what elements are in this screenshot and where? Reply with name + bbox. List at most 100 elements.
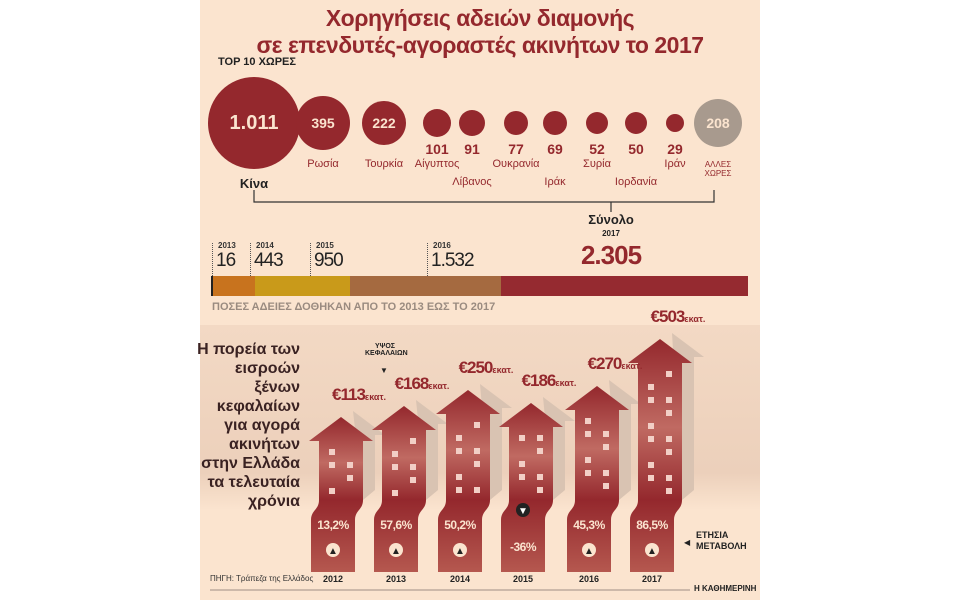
window: [456, 487, 462, 493]
capital-amount: €503: [650, 307, 686, 326]
house-body: [436, 390, 500, 500]
year-label: 2017: [641, 574, 663, 584]
window: [603, 431, 609, 437]
window: [603, 470, 609, 476]
house-bar: ▼: [499, 397, 575, 572]
country-name: Ουκρανία: [492, 158, 540, 170]
country-value: 101: [425, 141, 449, 157]
permit-year: 2013: [218, 241, 236, 250]
permit-year: 2015: [316, 241, 334, 250]
svg-text:▲: ▲: [455, 546, 465, 557]
window: [329, 488, 335, 494]
year-label: 2014: [449, 574, 471, 584]
window: [648, 397, 654, 403]
window: [410, 477, 416, 483]
year-label: 2013: [385, 574, 407, 584]
window: [585, 431, 591, 437]
window: [648, 423, 654, 429]
capital-unit: εκατ.: [492, 365, 514, 375]
window: [585, 418, 591, 424]
title-line1: Χορηγήσεις αδειών διαμονής: [325, 5, 635, 31]
country-name: Κίνα: [239, 176, 269, 191]
house-body: [628, 339, 692, 500]
window: [666, 449, 672, 455]
year-label: 2012: [322, 574, 344, 584]
houses-chart: ▲ ▲ ▲ ▼ ▲ ▲: [309, 333, 704, 572]
capital-unit: εκατ.: [684, 314, 706, 324]
country-bubble: [666, 114, 684, 132]
window: [329, 462, 335, 468]
country-bubble: [586, 112, 608, 134]
permit-value: 16: [216, 250, 236, 271]
annual-change: 57,6%: [380, 518, 412, 532]
window: [410, 438, 416, 444]
country-name: Τουρκία: [364, 158, 404, 170]
arrow-up-icon: [389, 543, 403, 557]
capital-label: ΥΨΟΣ ΚΕΦΑΛΑΙΩΝ: [365, 343, 408, 357]
house-stem: [567, 500, 619, 572]
house-stem: [374, 500, 426, 572]
window: [456, 474, 462, 480]
window: [519, 435, 525, 441]
window: [474, 422, 480, 428]
total-label: Σύνολο: [588, 212, 634, 227]
flows-title: Η πορεία των εισροών ξένων κεφαλαίων για…: [197, 341, 300, 510]
window: [585, 457, 591, 463]
source: ΠΗΓΗ: Τράπεζα της Ελλάδος: [210, 574, 314, 583]
window: [666, 410, 672, 416]
window: [474, 461, 480, 467]
capital-amount: €186: [521, 371, 557, 390]
annual-change: 13,2%: [317, 518, 349, 532]
country-name: Ιορδανία: [614, 176, 658, 188]
window: [519, 474, 525, 480]
down-triangle-icon: ▼: [380, 366, 388, 375]
window: [347, 475, 353, 481]
permit-year: 2016: [433, 241, 451, 250]
window: [537, 487, 543, 493]
window: [648, 462, 654, 468]
country-name: ΑΛΛΕΣ ΧΩΡΕΣ: [704, 160, 732, 178]
capital-value: €168εκατ.: [395, 374, 450, 394]
window: [648, 436, 654, 442]
window: [474, 448, 480, 454]
capital-unit: εκατ.: [621, 361, 643, 371]
house-bar: ▲: [628, 333, 704, 572]
country-bubble: [625, 112, 647, 134]
window: [519, 461, 525, 467]
bar-marker: [250, 243, 251, 276]
country-name: Λίβανος: [452, 176, 492, 188]
annual-change: 50,2%: [444, 518, 476, 532]
house-stem: [438, 500, 490, 572]
capital-value: €270εκατ.: [588, 354, 643, 374]
capital-value: €186εκατ.: [522, 371, 577, 391]
house-bar: ▲: [372, 400, 448, 572]
capital-unit: εκατ.: [364, 392, 386, 402]
capital-value: €113εκατ.: [332, 385, 386, 405]
country-name: Ρωσία: [307, 158, 339, 170]
house-body: [565, 386, 629, 500]
country-value: 50: [628, 141, 644, 157]
window: [537, 435, 543, 441]
window: [585, 470, 591, 476]
svg-text:▲: ▲: [584, 546, 594, 557]
window: [392, 451, 398, 457]
window: [474, 487, 480, 493]
bar-segment: [350, 276, 501, 296]
left-triangle-icon: ◀: [684, 538, 691, 547]
house-body: [309, 417, 373, 500]
bar-segment: [501, 276, 748, 296]
bar-segment: [211, 276, 213, 296]
window: [329, 449, 335, 455]
annual-change: 45,3%: [573, 518, 605, 532]
window: [410, 464, 416, 470]
country-bubble: 1.011: [208, 77, 300, 169]
country-bubble: [459, 110, 485, 136]
country-name: Αίγυπτος: [414, 158, 460, 170]
bar-marker: [212, 243, 213, 276]
capital-amount: €113: [332, 385, 366, 404]
bar-marker: [310, 243, 311, 276]
house-body: [499, 403, 563, 500]
permits-caption: ΠΟΣΕΣ ΑΔΕΙΕΣ ΔΟΘΗΚΑΝ ΑΠΟ ΤΟ 2013 ΕΩΣ ΤΟ …: [212, 301, 496, 313]
annual-change: -36%: [509, 540, 537, 554]
country-name: Ιράκ: [544, 176, 566, 188]
